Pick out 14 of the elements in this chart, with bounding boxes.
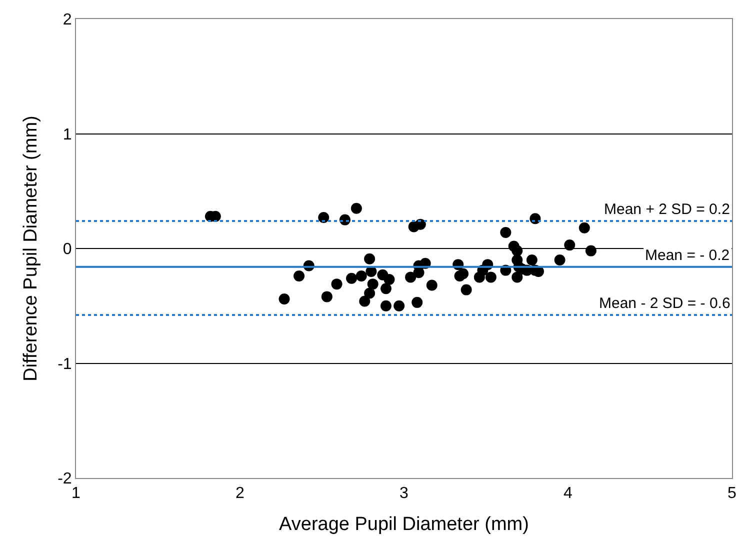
- y-tick-label: 1: [62, 126, 72, 144]
- y-axis-title: Difference Pupil Diameter (mm): [20, 116, 42, 382]
- x-tick-label: 3: [400, 485, 409, 502]
- y-tick-label: -2: [58, 470, 72, 488]
- ref-line-label: Mean = - 0.2: [645, 247, 730, 264]
- x-tick-label: 2: [236, 485, 245, 502]
- x-tick-label: 5: [728, 485, 737, 502]
- y-tick-label: 0: [62, 241, 72, 258]
- ref-line-label: Mean - 2 SD = - 0.6: [599, 295, 730, 312]
- y-tick-label: 2: [62, 12, 72, 29]
- y-tick-label: -1: [58, 356, 72, 373]
- x-axis-title: Average Pupil Diameter (mm): [279, 514, 529, 535]
- ref-line-label: Mean + 2 SD = 0.2: [604, 201, 730, 218]
- x-tick-label: 4: [564, 485, 573, 502]
